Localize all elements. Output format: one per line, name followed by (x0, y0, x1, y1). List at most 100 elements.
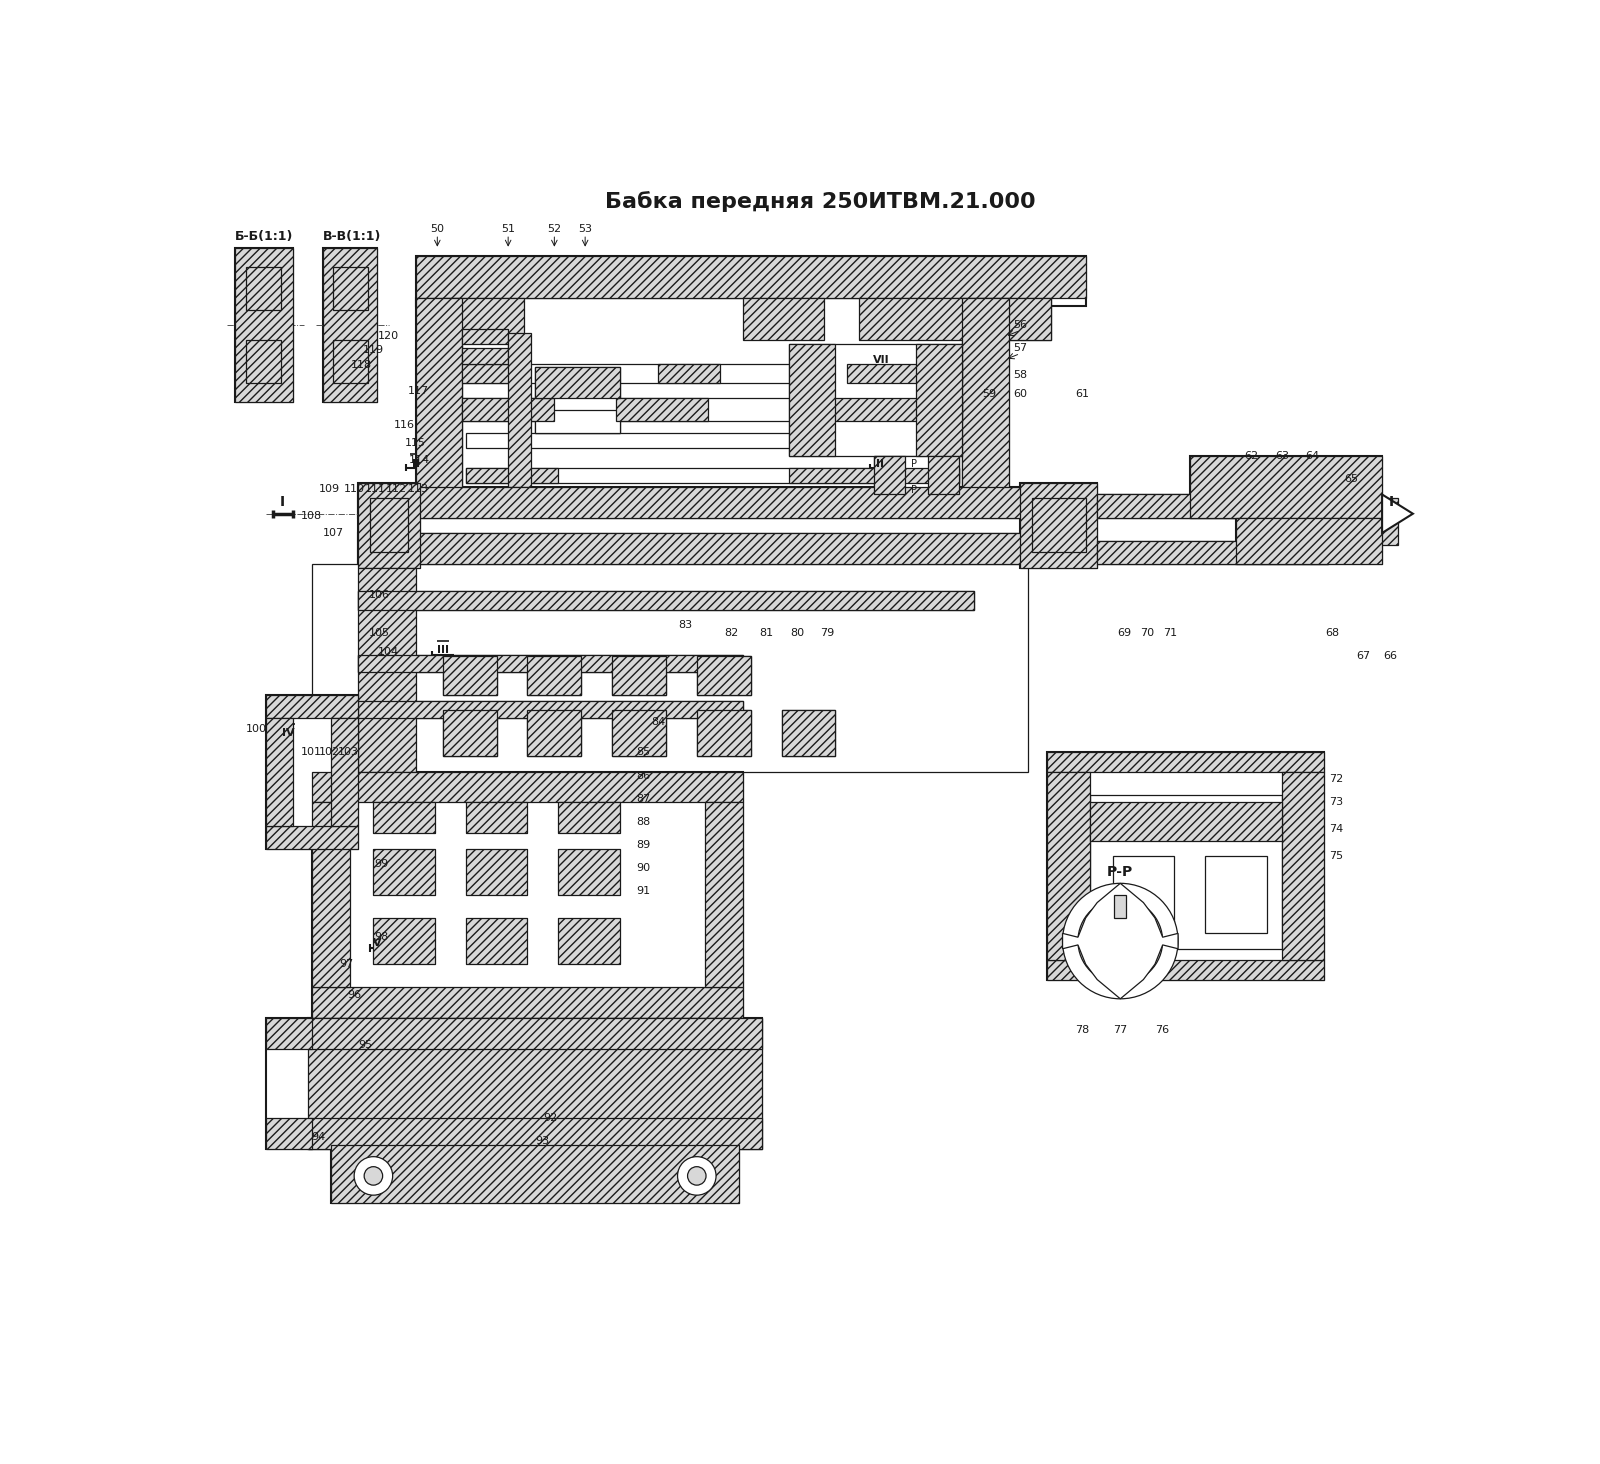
Circle shape (688, 1167, 706, 1186)
Bar (266, 1017, 312, 1048)
Text: 62: 62 (1245, 451, 1258, 461)
Text: 51: 51 (501, 224, 515, 234)
Text: 111: 111 (365, 485, 386, 493)
Bar (1205, 856, 1267, 934)
Text: 105: 105 (370, 628, 390, 638)
Bar (613, 656, 666, 694)
Bar (358, 590, 974, 610)
Text: 94: 94 (310, 1133, 325, 1142)
Text: Б-Б(1:1): Б-Б(1:1) (235, 230, 293, 243)
Bar (373, 918, 435, 965)
Bar (333, 268, 368, 310)
Bar (323, 247, 378, 403)
Text: 64: 64 (1306, 451, 1320, 461)
Text: 103: 103 (338, 748, 360, 757)
Bar (466, 467, 958, 483)
Text: 100: 100 (246, 725, 267, 735)
Bar (781, 710, 835, 757)
Bar (462, 329, 509, 363)
Bar (698, 656, 750, 694)
Text: 108: 108 (301, 511, 322, 521)
Text: 104: 104 (378, 647, 400, 657)
Bar (1114, 895, 1126, 918)
Text: 74: 74 (1328, 824, 1342, 834)
Text: 101: 101 (301, 748, 322, 757)
Bar (558, 802, 619, 833)
Text: 89: 89 (635, 840, 650, 849)
Text: I: I (280, 495, 285, 509)
Bar (523, 302, 739, 337)
Text: VII: VII (874, 354, 890, 365)
Text: 112: 112 (386, 485, 406, 493)
Text: 118: 118 (352, 360, 373, 370)
Bar (658, 363, 720, 382)
Bar (373, 918, 435, 965)
Bar (358, 701, 742, 717)
Bar (789, 467, 958, 483)
Bar (466, 918, 528, 965)
Bar (1112, 856, 1174, 934)
Bar (781, 710, 835, 757)
Text: 52: 52 (547, 224, 562, 234)
Text: 98: 98 (374, 933, 389, 943)
Bar (613, 710, 666, 757)
Text: 50: 50 (430, 224, 445, 234)
Bar (443, 299, 523, 341)
Bar (528, 656, 581, 694)
Bar (1098, 495, 1328, 518)
Text: 70: 70 (1141, 628, 1154, 638)
Bar (558, 802, 619, 833)
Text: 60: 60 (1013, 389, 1027, 400)
Text: 79: 79 (821, 628, 835, 638)
Text: 71: 71 (1163, 628, 1178, 638)
Bar (1021, 483, 1098, 568)
Bar (1090, 802, 1282, 840)
Bar (534, 410, 619, 433)
Text: 56: 56 (1013, 321, 1027, 329)
Polygon shape (1062, 883, 1178, 998)
Bar (789, 344, 835, 455)
Text: V: V (373, 938, 381, 949)
Text: 80: 80 (790, 628, 803, 638)
Bar (613, 656, 666, 694)
Bar (528, 656, 581, 694)
Bar (416, 299, 462, 502)
Text: 107: 107 (323, 529, 344, 537)
Text: 110: 110 (344, 485, 365, 493)
Bar (534, 367, 619, 433)
Circle shape (1062, 883, 1178, 998)
Text: 88: 88 (635, 817, 650, 827)
Bar (859, 299, 1051, 341)
Bar (466, 849, 528, 895)
Circle shape (354, 1157, 392, 1195)
Bar (1046, 772, 1090, 960)
Bar (307, 1017, 762, 1149)
Bar (466, 433, 958, 448)
Bar (698, 710, 750, 757)
Text: 116: 116 (394, 420, 414, 430)
Bar (1189, 455, 1382, 518)
Bar (266, 694, 358, 717)
Circle shape (677, 1157, 717, 1195)
Circle shape (1109, 930, 1131, 953)
Text: 61: 61 (1075, 389, 1090, 400)
Text: 93: 93 (536, 1136, 550, 1146)
Bar (1021, 483, 1098, 568)
Bar (1098, 540, 1328, 564)
Text: 82: 82 (725, 628, 739, 638)
Text: P: P (910, 485, 917, 495)
Text: 109: 109 (318, 485, 341, 493)
Text: 92: 92 (544, 1113, 558, 1123)
Bar (266, 826, 358, 849)
Text: 73: 73 (1330, 798, 1342, 808)
Bar (462, 348, 509, 363)
Text: 90: 90 (635, 862, 650, 873)
Bar (235, 247, 293, 403)
Text: 77: 77 (1114, 1025, 1128, 1035)
Bar (528, 710, 581, 757)
Bar (443, 710, 496, 757)
Text: 67: 67 (1355, 651, 1370, 662)
Text: 53: 53 (578, 224, 592, 234)
Bar (1328, 498, 1397, 521)
Circle shape (1078, 899, 1163, 984)
